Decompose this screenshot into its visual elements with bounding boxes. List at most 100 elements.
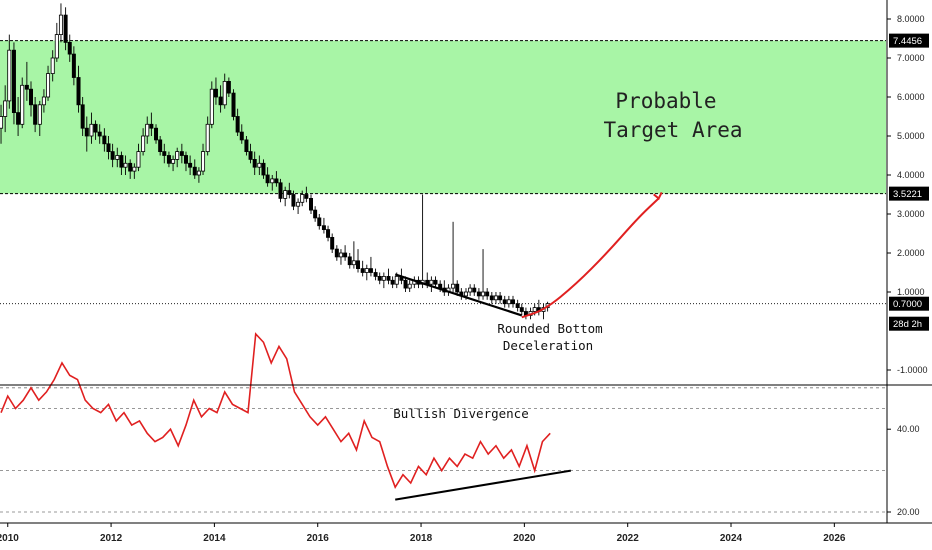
candle-body <box>468 287 473 293</box>
candle-body <box>7 49 12 102</box>
candle-body <box>248 151 253 160</box>
candle-body <box>205 123 210 153</box>
candle-body <box>16 112 21 125</box>
candle-body <box>287 190 292 195</box>
y-tick-label: -1.0000 <box>897 365 928 375</box>
x-tick-label: 2014 <box>203 533 226 544</box>
candle-body <box>218 96 223 106</box>
x-tick-label: 2020 <box>513 533 536 544</box>
candle-body <box>252 158 257 168</box>
candle-body <box>97 131 102 137</box>
candle-body <box>511 299 516 305</box>
candle-body <box>463 291 468 297</box>
candle-body <box>71 53 76 78</box>
candle-body <box>347 256 352 266</box>
candle-body <box>278 182 283 199</box>
candle-body <box>403 279 408 289</box>
countdown-tag-bg <box>889 316 929 331</box>
candle-body <box>20 84 25 125</box>
candle-body <box>102 135 107 145</box>
candle-body <box>515 303 520 309</box>
candle-body <box>377 275 382 281</box>
y-tick-label: 2.0000 <box>897 248 925 258</box>
candle-body <box>244 139 249 152</box>
candle-body <box>84 127 89 137</box>
candle-body <box>270 178 275 184</box>
candle-body <box>76 77 81 106</box>
candle-body <box>158 139 163 152</box>
candle-body <box>381 275 386 281</box>
oscillator-line <box>0 332 551 489</box>
candle-body <box>265 174 270 184</box>
x-tick-label: 2012 <box>100 533 123 544</box>
candle-body <box>532 307 537 312</box>
bullish-divergence-label: Bullish Divergence <box>393 406 528 421</box>
deceleration-label: Deceleration <box>503 338 593 353</box>
annotations: Probable Target Area Rounded Bottom Dece… <box>393 89 742 421</box>
candle-body <box>506 299 511 305</box>
candle-body <box>326 229 331 238</box>
divergence-trendline <box>395 469 572 501</box>
candle-body <box>175 151 180 160</box>
price-tag-current-bg <box>889 296 929 311</box>
candle-body <box>309 197 314 211</box>
price-tag-zone-high: 7.4456 <box>893 36 922 47</box>
candle-body <box>115 155 120 160</box>
candle-body <box>141 135 146 153</box>
x-tick-label: 2016 <box>307 533 330 544</box>
candle-body <box>11 49 16 114</box>
candle-body <box>334 248 339 258</box>
candle-body <box>429 279 434 285</box>
candle-body <box>351 260 356 266</box>
x-tick-label: 2026 <box>823 533 846 544</box>
candle-body <box>493 295 498 301</box>
candle-body <box>54 34 59 59</box>
candle-body <box>451 283 456 289</box>
price-pane <box>0 3 886 320</box>
candle-body <box>257 162 262 168</box>
candle-body <box>338 252 343 258</box>
candle-body <box>235 116 240 133</box>
candle-body <box>455 283 460 293</box>
x-tick-label: 2022 <box>617 533 640 544</box>
candle-body <box>110 151 115 160</box>
y-tick-label: 7.0000 <box>897 53 925 63</box>
candle-body <box>201 151 206 172</box>
candle-body <box>368 268 373 273</box>
candle-body <box>63 14 68 43</box>
y-tick-label: 1.0000 <box>897 287 925 297</box>
candle-body <box>154 127 159 141</box>
candle-body <box>407 283 412 289</box>
candle-body <box>502 299 507 305</box>
candle-body <box>356 260 361 269</box>
candle-body <box>33 104 38 125</box>
candle-body <box>304 194 309 199</box>
price-tag-zone-high-bg <box>889 33 929 48</box>
candle-body <box>386 275 391 281</box>
candle-body <box>119 155 124 168</box>
candle-body <box>93 123 98 133</box>
projection-curve <box>521 197 660 319</box>
candle-body <box>231 92 236 117</box>
candle-body <box>3 100 8 117</box>
candle-body <box>80 104 85 129</box>
candle-body <box>179 151 184 156</box>
countdown-tag: 28d 2h <box>893 319 922 330</box>
projection-arrowhead <box>653 191 663 200</box>
candle-body <box>300 194 305 203</box>
y-tick-label: 5.0000 <box>897 131 925 141</box>
candle-body <box>261 162 266 176</box>
candle-body <box>321 225 326 230</box>
candle-body <box>136 151 141 168</box>
candle-body <box>37 104 42 125</box>
y-tick-label: 3.0000 <box>897 209 925 219</box>
candle-body <box>196 170 201 176</box>
y-tick-label: 6.0000 <box>897 92 925 102</box>
oscillator-pane <box>0 332 886 513</box>
candle-body <box>89 123 94 137</box>
candle-body <box>481 291 486 297</box>
candle-body <box>343 252 348 258</box>
candle-body <box>24 84 29 90</box>
